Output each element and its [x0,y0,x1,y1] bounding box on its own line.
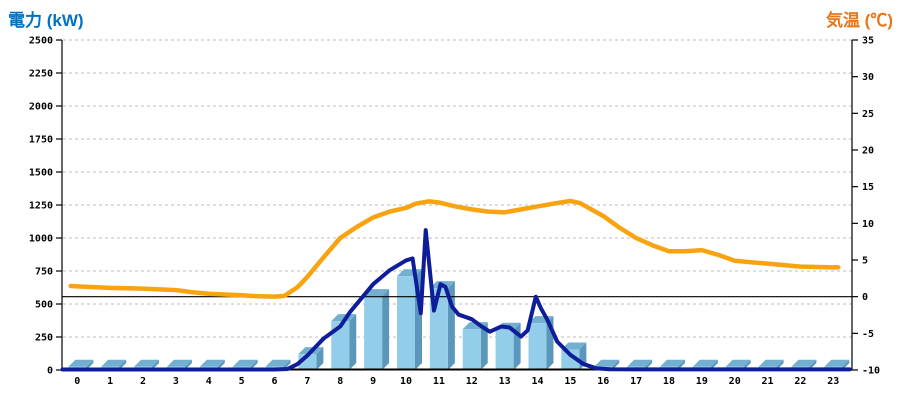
x-tick-label: 8 [337,376,343,387]
x-tick-label: 3 [173,376,179,387]
x-tick-label: 0 [74,376,80,387]
x-tick-label: 11 [433,376,445,387]
x-tick-label: 13 [499,376,511,387]
x-tick-label: 2 [140,376,146,387]
bar-side-face [480,322,488,370]
right-tick-label: 0 [862,292,868,303]
bar-side-face [217,359,225,370]
bar-side-face [184,359,192,370]
bar-top-face [692,359,718,367]
right-tick-label: -5 [862,329,874,340]
bar [331,321,350,370]
bar-top-face [659,359,685,367]
bar-top-face [758,359,784,367]
bar-top-face [791,359,817,367]
left-axis-title: 電力 (kW) [8,11,84,30]
bar-side-face [152,359,160,370]
bar-top-face [68,359,94,367]
x-tick-label: 22 [794,376,806,387]
bar-top-face [134,359,160,367]
right-tick-label: 20 [862,146,874,157]
bar-side-face [349,314,357,370]
right-tick-label: 35 [862,36,874,47]
left-tick-label: 1000 [29,234,53,245]
x-tick-label: 23 [827,376,839,387]
bar-top-face [265,359,291,367]
right-axis-title: 気温 (℃) [825,11,893,30]
x-tick-label: 17 [630,376,642,387]
x-tick-label: 4 [206,376,212,387]
bar-top-face [331,314,357,322]
bar-top-face [594,359,620,367]
temperature-line [68,198,841,299]
bar [561,349,580,370]
power-line [60,228,852,372]
left-axis: 0 250 500 750 1000 1250 1500 1750 2000 2250 2500 [29,36,63,377]
bar-top-face [627,359,653,367]
left-tick-label: 1750 [29,135,53,146]
left-tick-label: 0 [47,366,53,377]
x-tick-label: 16 [597,376,609,387]
right-tick-label: -10 [862,366,880,377]
right-tick-label: 15 [862,182,874,193]
bar-top-face [101,359,127,367]
left-tick-label: 250 [35,333,53,344]
bar [495,329,514,370]
x-axis-labels: 0 1 2 3 4 5 6 7 8 9 10 11 12 13 14 15 16 17 18 19 20 21 22 23 [74,376,839,387]
bar-side-face [316,347,324,370]
x-tick-label: 21 [762,376,774,387]
bar-top-face [824,359,850,367]
left-tick-label: 1250 [29,201,53,212]
left-tick-label: 2500 [29,36,53,47]
left-tick-label: 2250 [29,69,53,80]
bar-top-face [364,289,390,297]
right-axis: -10 -5 0 5 10 15 20 25 30 35 [851,36,880,377]
left-tick-label: 750 [35,267,53,278]
x-tick-label: 9 [370,376,376,387]
right-tick-label: 10 [862,219,874,230]
left-tick-label: 2000 [29,102,53,113]
x-tick-label: 15 [564,376,576,387]
x-tick-label: 1 [107,376,113,387]
bar-side-face [250,359,258,370]
x-tick-label: 18 [663,376,675,387]
bars-series [68,269,850,370]
bar-side-face [86,359,94,370]
right-tick-label: 5 [862,256,868,267]
bar [462,329,481,370]
x-tick-label: 10 [400,376,412,387]
bar-top-face [725,359,751,367]
bar-side-face [119,359,127,370]
bar [397,276,415,370]
left-tick-label: 500 [35,300,53,311]
reference-lines [62,296,852,371]
bar-top-face [561,342,587,350]
right-tick-label: 30 [862,72,874,83]
x-tick-label: 20 [729,376,741,387]
bar [528,323,547,370]
x-tick-label: 6 [272,376,278,387]
x-tick-label: 19 [696,376,708,387]
bar-side-face [382,289,390,370]
bar [364,296,383,370]
x-tick-label: 7 [304,376,310,387]
x-tick-label: 14 [531,376,543,387]
left-tick-label: 1500 [29,168,53,179]
x-tick-label: 12 [466,376,478,387]
bar-top-face [232,359,258,367]
right-tick-label: 25 [862,109,874,120]
bar-top-face [199,359,225,367]
bar-top-face [166,359,192,367]
x-tick-label: 5 [239,376,245,387]
